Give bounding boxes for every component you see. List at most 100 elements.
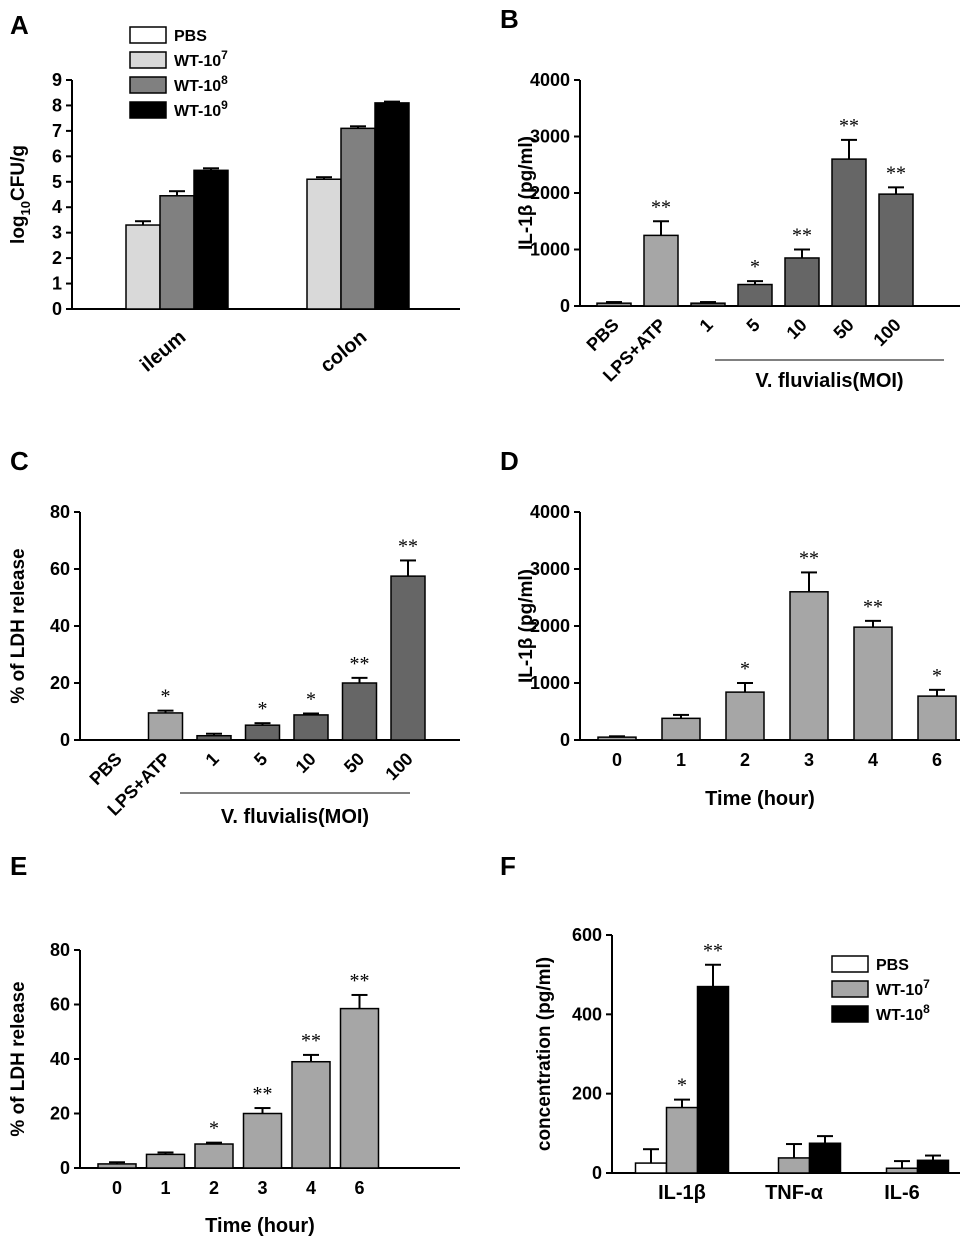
x-tick-label: PBS xyxy=(86,749,126,789)
y-tick-label: 3 xyxy=(52,223,62,243)
bar xyxy=(917,695,957,741)
bar xyxy=(808,1142,842,1174)
y-tick-label: 3000 xyxy=(530,127,570,147)
legend-entry: WT-108 xyxy=(876,1002,930,1024)
y-tick-label: 2000 xyxy=(530,616,570,636)
bar xyxy=(374,102,410,310)
x-tick-label: 3 xyxy=(257,1178,267,1198)
y-tick-label: 4000 xyxy=(530,70,570,90)
y-tick-label: 0 xyxy=(60,730,70,750)
y-tick-label: 40 xyxy=(50,616,70,636)
x-tick-label: 50 xyxy=(830,315,858,343)
x-tick-label: 3 xyxy=(804,750,814,770)
y-tick-label: 600 xyxy=(572,925,602,945)
bar xyxy=(665,1106,699,1174)
significance-mark: ** xyxy=(350,653,370,675)
y-tick-label: 3000 xyxy=(530,559,570,579)
bar xyxy=(159,195,195,310)
bar xyxy=(97,1163,137,1169)
bar xyxy=(196,734,232,741)
bar xyxy=(696,985,730,1174)
y-tick-label: 40 xyxy=(50,1049,70,1069)
bar xyxy=(784,257,820,307)
legend-swatch xyxy=(129,76,167,94)
y-tick-label: 20 xyxy=(50,1104,70,1124)
y-tick-label: 6 xyxy=(52,146,62,166)
legend-swatch xyxy=(129,101,167,119)
x-tick-label: 1 xyxy=(160,1178,170,1198)
bar xyxy=(831,158,867,307)
significance-mark: * xyxy=(209,1118,219,1140)
bar xyxy=(690,302,726,307)
x-tick-label: 2 xyxy=(209,1178,219,1198)
bar xyxy=(737,283,773,307)
legend-swatch xyxy=(831,980,869,998)
bar xyxy=(145,1153,186,1169)
y-tick-label: 1000 xyxy=(530,240,570,260)
x-tick-label: 6 xyxy=(932,750,942,770)
x-axis-label: Time (hour) xyxy=(705,788,815,810)
x-tick-label: 6 xyxy=(354,1178,364,1198)
y-axis-label: concentration (pg/ml) xyxy=(534,957,555,1151)
bar xyxy=(916,1159,950,1174)
bar xyxy=(125,224,161,310)
legend-entry: WT-108 xyxy=(174,73,228,95)
y-tick-label: 4 xyxy=(52,197,62,217)
y-tick-label: 20 xyxy=(50,673,70,693)
y-tick-label: 0 xyxy=(592,1163,602,1183)
significance-mark: ** xyxy=(839,115,859,137)
x-tick-label: 1 xyxy=(676,750,686,770)
x-tick-label: 0 xyxy=(112,1178,122,1198)
x-tick-label: 100 xyxy=(869,315,904,350)
significance-mark: ** xyxy=(792,225,812,247)
y-axis-label: % of LDH release xyxy=(8,981,29,1136)
bar xyxy=(147,712,184,741)
x-tick-label: TNF-α xyxy=(765,1182,824,1204)
y-tick-label: 200 xyxy=(572,1084,602,1104)
significance-mark: * xyxy=(677,1075,687,1097)
y-tick-label: 80 xyxy=(50,940,70,960)
y-tick-label: 5 xyxy=(52,172,62,192)
bar xyxy=(777,1157,811,1174)
significance-mark: ** xyxy=(703,940,723,962)
y-tick-label: 2000 xyxy=(530,183,570,203)
panel-letter: C xyxy=(10,446,29,476)
significance-mark: ** xyxy=(651,196,671,218)
y-axis-label: IL-1β (pg/ml) xyxy=(516,569,537,683)
legend-entry: PBS xyxy=(174,28,207,45)
y-axis-label: log10CFU/g xyxy=(8,145,33,244)
bar xyxy=(293,714,329,741)
legend-swatch xyxy=(129,51,167,69)
y-tick-label: 0 xyxy=(60,1158,70,1178)
x-tick-label: 10 xyxy=(783,315,811,343)
bar xyxy=(291,1060,331,1169)
bar xyxy=(643,234,679,307)
legend-swatch xyxy=(831,1005,869,1023)
significance-mark: ** xyxy=(863,596,883,618)
x-tick-label: 1 xyxy=(202,749,223,770)
x-axis-label: Time (hour) xyxy=(205,1215,315,1237)
x-tick-label: 50 xyxy=(340,749,368,777)
x-tick-label: ileum xyxy=(136,326,190,376)
y-tick-label: 0 xyxy=(52,299,62,319)
y-axis-label: IL-1β (pg/ml) xyxy=(516,136,537,250)
bar xyxy=(390,575,426,741)
panel-letter: A xyxy=(10,10,29,40)
x-tick-label: 2 xyxy=(740,750,750,770)
y-tick-label: 9 xyxy=(52,70,62,90)
y-tick-label: 7 xyxy=(52,121,62,141)
panel-E: E 0 20 40 60 80 % of LDH release 0 1 * 2 ** 3 ** 4 ** 6 T… xyxy=(8,851,460,1237)
significance-mark: ** xyxy=(301,1030,321,1052)
y-tick-label: 400 xyxy=(572,1004,602,1024)
panel-A: A 0 1 2 3 4 5 6 7 8 9 log10CFU/g ileum colon PBS WT-107… xyxy=(8,10,460,377)
x-tick-label: 4 xyxy=(306,1178,316,1198)
bar xyxy=(597,736,637,741)
panel-letter: B xyxy=(500,4,519,34)
bar xyxy=(789,591,829,741)
x-tick-label: colon xyxy=(316,326,371,377)
y-tick-label: 8 xyxy=(52,95,62,115)
